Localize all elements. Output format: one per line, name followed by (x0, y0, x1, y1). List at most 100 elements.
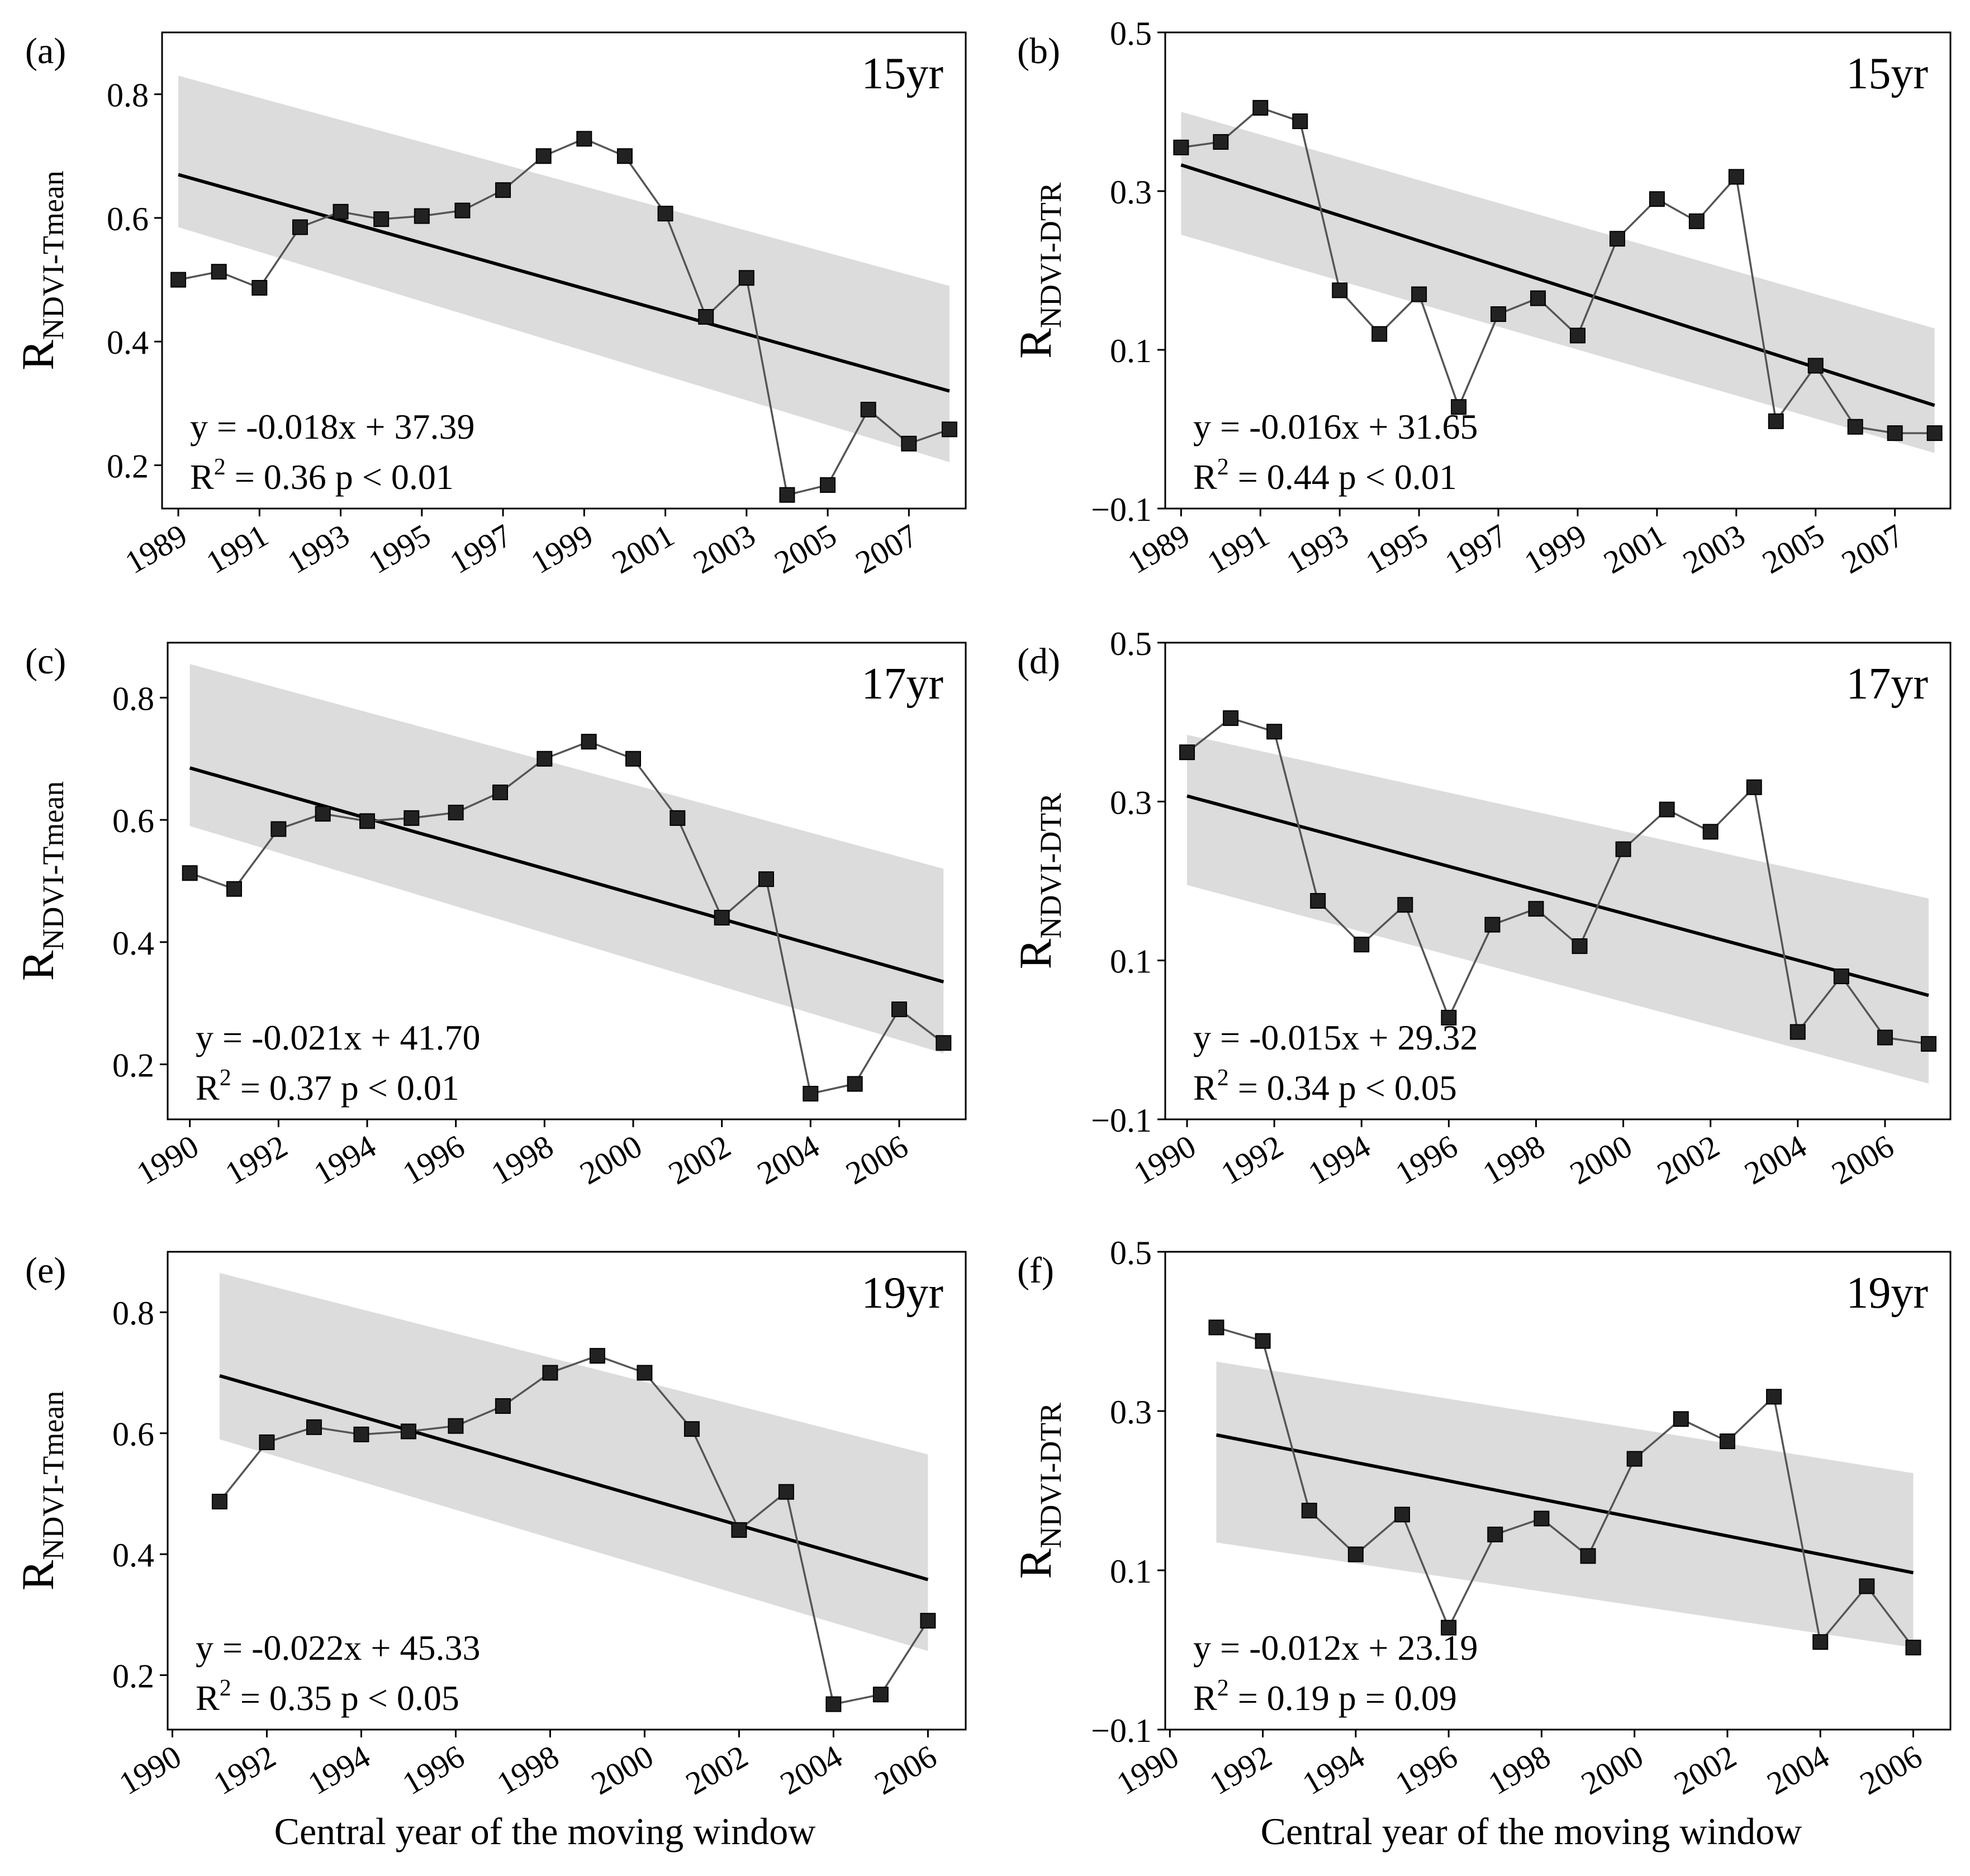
data-point (1572, 938, 1588, 954)
x-tick-label: 1996 (1389, 1738, 1464, 1802)
regression-line (1186, 794, 1929, 998)
panel-label: (a) (25, 31, 66, 72)
x-tick-label: 1994 (308, 1128, 382, 1191)
data-point (637, 1365, 653, 1381)
panel-a: 0.2 0.4 0.6 0.8 1989 1991 1993 1995 1997 1999 2001… (12, 31, 967, 581)
y-axis-label: RNDVI-DTR (1010, 793, 1067, 970)
x-tick-label: 1990 (113, 1738, 187, 1802)
x-tick-label: 2000 (574, 1128, 648, 1191)
r2-value: = 0.34 p < 0.05 (1229, 1068, 1457, 1108)
data-point (1688, 213, 1705, 229)
y-axis-label: RNDVI-Tmean (12, 170, 70, 371)
x-tick-label: 1998 (1482, 1738, 1556, 1802)
y-tick-label: 0.6 (112, 802, 154, 839)
data-point (1766, 1389, 1782, 1405)
x-tick-label: 2006 (1854, 1738, 1928, 1802)
data-point (182, 865, 198, 881)
data-point (1266, 724, 1283, 740)
data-point (860, 401, 876, 417)
data-point (625, 751, 641, 767)
data-point (1490, 306, 1507, 322)
y-tick-label: 0.4 (112, 1537, 154, 1574)
panel-label: (e) (25, 1250, 66, 1291)
y-tick-label: 0.2 (112, 1047, 154, 1084)
y-axis-label-main: R (12, 1560, 63, 1590)
window-label: 19yr (861, 1269, 943, 1318)
regression-equation: y = -0.012x + 23.19 (1193, 1628, 1478, 1668)
panel-c: 0.2 0.4 0.6 0.8 1990 1992 1994 1996 1998 2000 2002… (12, 641, 967, 1191)
data-point (714, 910, 730, 926)
y-tick-label: 0.2 (112, 1658, 154, 1695)
panel-e: 0.2 0.4 0.6 0.8 1990 1992 1994 1996 1998 2000 2002… (12, 1250, 967, 1802)
data-point (1354, 937, 1370, 953)
data-point (731, 1522, 747, 1538)
x-tick-label: 1998 (1477, 1128, 1551, 1191)
plot-frame (1164, 1251, 1952, 1731)
data-point (1719, 1433, 1735, 1450)
x-tick-label: 1991 (200, 517, 274, 581)
data-point (1905, 1640, 1921, 1656)
y-tick-label: 0.8 (107, 77, 149, 114)
x-tick-label: 2002 (680, 1738, 754, 1802)
data-point (226, 881, 242, 897)
y-tick-label: 0.3 (1110, 174, 1152, 211)
data-point (803, 1086, 819, 1102)
window-label: 19yr (1846, 1269, 1928, 1318)
data-point (1487, 1526, 1503, 1542)
data-point (1179, 744, 1195, 761)
window-label: 17yr (861, 659, 943, 709)
data-point (1394, 1507, 1410, 1523)
data-point (1812, 1634, 1829, 1650)
data-point (1789, 1024, 1806, 1040)
data-point (920, 1613, 936, 1629)
confidence-band (1187, 734, 1929, 1084)
data-point (1580, 1548, 1596, 1564)
r2-value: = 0.36 p < 0.01 (226, 457, 454, 497)
data-point (901, 435, 917, 452)
regression-line (178, 173, 950, 393)
data-point (1649, 191, 1665, 207)
data-point (1887, 425, 1903, 441)
x-tick-label: 1995 (362, 517, 436, 581)
data-point (1926, 425, 1943, 441)
y-axis-label: RNDVI-DTR (1010, 1403, 1067, 1579)
regression-equation: y = -0.021x + 41.70 (196, 1018, 481, 1057)
y-axis-label-subscript: NDVI-Tmean (36, 781, 70, 951)
r2-superscript: 2 (1217, 454, 1229, 480)
data-point (1768, 413, 1784, 429)
confidence-band (178, 75, 950, 463)
plot-frame (1164, 642, 1952, 1120)
regression-stats: R2 = 0.19 p = 0.09 (1193, 1675, 1457, 1718)
data-point (820, 477, 836, 493)
x-tick-label: 1992 (1203, 1738, 1278, 1802)
series-line (1186, 717, 1929, 1045)
r2-value: = 0.19 p = 0.09 (1229, 1678, 1457, 1718)
x-tick-label: 1999 (1518, 517, 1593, 581)
window-label: 17yr (1846, 659, 1928, 709)
data-point (1807, 358, 1824, 374)
data-point (1746, 779, 1762, 795)
data-point (1626, 1451, 1643, 1467)
data-point (542, 1365, 558, 1381)
r2-superscript: 2 (214, 454, 226, 480)
y-tick-label: −0.1 (1091, 491, 1152, 528)
data-point (454, 202, 471, 219)
data-point (1441, 1619, 1457, 1636)
data-point (1833, 968, 1849, 985)
x-tick-label: 2000 (585, 1738, 659, 1802)
r2-value: = 0.44 p < 0.01 (1229, 457, 1457, 497)
x-tick-label: 2003 (1677, 517, 1751, 581)
x-axis-label-left: Central year of the moving window (274, 1810, 816, 1853)
data-point (778, 1484, 794, 1500)
y-axis-label-subscript: NDVI-DTR (1034, 182, 1067, 328)
data-point (1292, 113, 1308, 130)
data-point (211, 1493, 227, 1509)
y-tick-label: 0.6 (107, 201, 149, 238)
regression-line (219, 1374, 929, 1581)
data-point (847, 1076, 863, 1092)
r2-prefix: R (190, 457, 214, 497)
confidence-band (189, 664, 944, 1053)
y-tick-label: 0.1 (1110, 333, 1152, 369)
x-tick-label: 1989 (119, 517, 193, 581)
